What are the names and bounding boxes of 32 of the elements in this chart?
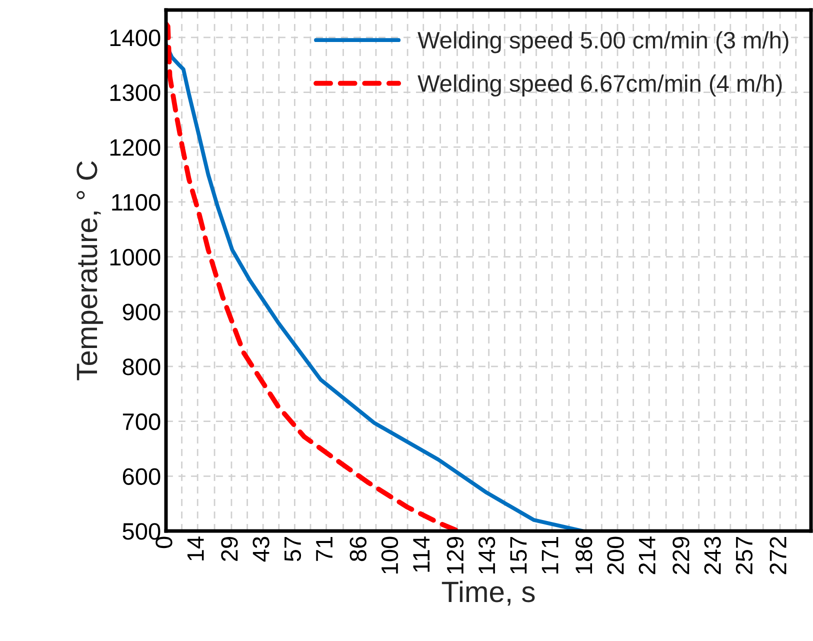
- x-tick-label: 229: [672, 536, 690, 574]
- y-tick-label: 900: [122, 304, 160, 320]
- y-tick-label: 1200: [110, 139, 160, 156]
- y-tick-label: 1300: [110, 84, 160, 102]
- x-tick-label: 143: [478, 536, 496, 574]
- y-tick-label: 1100: [112, 194, 160, 211]
- x-tick-label: 171: [542, 537, 558, 574]
- x-tick-label: 29: [221, 536, 238, 561]
- x-tick-label: 257: [736, 537, 753, 574]
- legend-label: Welding speed 6.67cm/min (4 m/h): [418, 74, 782, 97]
- x-tick-label: 157: [510, 537, 527, 574]
- x-tick-label: 272: [770, 537, 786, 574]
- x-tick-label: 243: [704, 536, 721, 574]
- x-tick-label: 114: [413, 536, 430, 572]
- y-tick-label: 1400: [110, 29, 160, 46]
- y-tick-label: 1000: [110, 248, 160, 266]
- x-tick-label: 57: [284, 537, 302, 562]
- y-tick-label: 800: [122, 358, 160, 376]
- x-tick-label: 43: [252, 536, 270, 562]
- x-tick-label: 71: [316, 537, 332, 561]
- y-tick-label: 600: [122, 468, 160, 485]
- x-axis-title: Time, s: [442, 580, 535, 606]
- x-tick-label: 86: [350, 536, 366, 562]
- legend-label: Welding speed 5.00 cm/min (3 m/h): [418, 31, 788, 54]
- x-tick-label: 129: [446, 536, 464, 574]
- x-tick-label: 214: [638, 536, 656, 574]
- x-tick-label: 200: [607, 536, 624, 574]
- x-tick-label: 100: [381, 536, 398, 574]
- x-tick-label: 14: [187, 536, 204, 560]
- y-tick-label: 700: [122, 413, 160, 430]
- x-tick-label: 186: [576, 536, 592, 574]
- y-axis-title: Temperature, ° C: [76, 161, 104, 380]
